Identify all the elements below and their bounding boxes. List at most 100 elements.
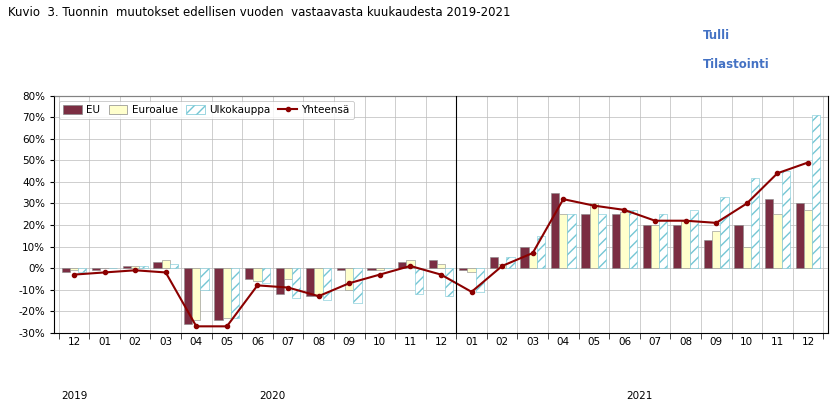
Yhteensä: [436, 272, 446, 277]
Bar: [192, 268, 201, 320]
Bar: [612, 214, 621, 268]
Bar: [78, 268, 87, 272]
Bar: [765, 199, 773, 268]
Bar: [735, 225, 743, 268]
Bar: [812, 115, 820, 268]
Yhteensä: [161, 270, 171, 275]
Yhteensä: [69, 272, 79, 277]
Bar: [337, 268, 345, 270]
Bar: [781, 171, 790, 268]
Bar: [804, 210, 812, 268]
Bar: [498, 264, 506, 268]
Yhteensä: [130, 268, 140, 273]
Text: Kuvio  3. Tuonnin  muutokset edellisen vuoden  vastaavasta kuukaudesta 2019-2021: Kuvio 3. Tuonnin muutokset edellisen vuo…: [8, 6, 511, 19]
Yhteensä: [191, 324, 201, 329]
Bar: [559, 214, 567, 268]
Bar: [567, 214, 576, 268]
Text: 2021: 2021: [626, 391, 653, 401]
Bar: [537, 236, 545, 268]
Yhteensä: [711, 220, 721, 225]
Bar: [368, 268, 376, 270]
Bar: [354, 268, 362, 302]
Bar: [345, 268, 354, 290]
Bar: [773, 214, 781, 268]
Bar: [223, 268, 231, 318]
Yhteensä: [742, 201, 752, 206]
Bar: [406, 260, 414, 268]
Yhteensä: [222, 324, 232, 329]
Yhteensä: [252, 283, 262, 288]
Text: Tulli: Tulli: [703, 29, 730, 42]
Bar: [590, 203, 598, 268]
Bar: [253, 268, 261, 281]
Bar: [751, 178, 759, 268]
Text: Tilastointi: Tilastointi: [703, 58, 770, 71]
Bar: [673, 225, 681, 268]
Bar: [376, 268, 384, 270]
Bar: [621, 212, 629, 268]
Yhteensä: [283, 285, 293, 290]
Bar: [506, 258, 514, 268]
Bar: [690, 210, 698, 268]
Bar: [275, 268, 284, 294]
Yhteensä: [681, 218, 691, 223]
Bar: [795, 203, 804, 268]
Bar: [123, 266, 131, 268]
Bar: [743, 247, 751, 268]
Bar: [651, 225, 659, 268]
Bar: [139, 266, 147, 268]
Yhteensä: [558, 197, 568, 202]
Yhteensä: [467, 290, 477, 295]
Bar: [261, 268, 270, 283]
Yhteensä: [650, 218, 660, 223]
Bar: [520, 247, 528, 268]
Yhteensä: [405, 263, 415, 268]
Yhteensä: [772, 171, 782, 176]
Bar: [490, 258, 498, 268]
Bar: [445, 268, 453, 296]
Legend: EU, Euroalue, Ulkokauppa, Yhteensä: EU, Euroalue, Ulkokauppa, Yhteensä: [59, 101, 354, 119]
Yhteensä: [498, 263, 508, 268]
Text: 2019: 2019: [61, 391, 87, 401]
Bar: [629, 210, 636, 268]
Bar: [153, 262, 161, 268]
Bar: [437, 264, 445, 268]
Bar: [92, 268, 101, 270]
Bar: [161, 260, 170, 268]
Yhteensä: [100, 270, 110, 275]
Bar: [528, 253, 537, 268]
Text: 2020: 2020: [260, 391, 286, 401]
Bar: [468, 268, 476, 272]
Yhteensä: [620, 208, 630, 213]
Yhteensä: [344, 281, 354, 286]
Bar: [551, 193, 559, 268]
Bar: [184, 268, 192, 324]
Yhteensä: [589, 203, 599, 208]
Bar: [642, 225, 651, 268]
Line: Yhteensä: Yhteensä: [72, 161, 810, 328]
Bar: [681, 221, 690, 268]
Bar: [398, 262, 406, 268]
Bar: [582, 214, 590, 268]
Bar: [231, 268, 240, 318]
Bar: [712, 231, 721, 268]
Bar: [428, 260, 437, 268]
Bar: [245, 268, 253, 279]
Bar: [659, 214, 667, 268]
Bar: [201, 268, 209, 290]
Bar: [414, 268, 423, 294]
Yhteensä: [314, 294, 324, 299]
Bar: [459, 268, 468, 270]
Bar: [704, 240, 712, 268]
Bar: [131, 266, 139, 268]
Bar: [721, 197, 729, 268]
Yhteensä: [803, 160, 813, 165]
Bar: [323, 268, 331, 300]
Bar: [306, 268, 314, 296]
Bar: [70, 268, 78, 270]
Bar: [476, 268, 484, 292]
Yhteensä: [527, 250, 537, 255]
Bar: [170, 264, 178, 268]
Bar: [292, 268, 300, 298]
Bar: [215, 268, 223, 320]
